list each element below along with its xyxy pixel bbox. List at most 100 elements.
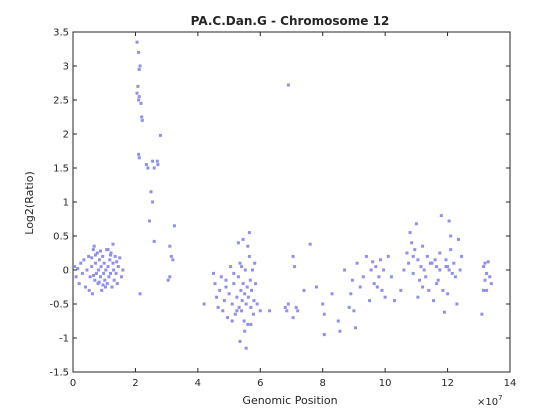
x-axis-exponent-base: ×10 (477, 397, 498, 408)
data-point (252, 299, 256, 303)
data-point (151, 159, 155, 163)
data-point (268, 309, 272, 313)
data-point (221, 309, 225, 313)
data-point (224, 278, 228, 282)
data-point (144, 163, 148, 167)
data-point (103, 278, 107, 282)
data-point (249, 305, 253, 309)
data-point (111, 242, 115, 246)
data-point (236, 275, 240, 279)
data-point (322, 312, 326, 316)
x-axis-exponent-power: 7 (498, 394, 502, 402)
data-point (140, 115, 144, 119)
data-point (80, 271, 84, 275)
data-point (296, 309, 300, 313)
data-point (237, 305, 241, 309)
data-point (76, 267, 80, 271)
data-point (352, 309, 356, 313)
data-point (449, 248, 453, 252)
data-point (435, 282, 439, 286)
data-point (116, 265, 120, 269)
data-point (460, 254, 464, 258)
data-point (455, 302, 459, 306)
data-point (432, 299, 435, 303)
data-point (371, 260, 375, 264)
data-point (322, 333, 326, 337)
data-point (90, 265, 94, 269)
data-point (425, 254, 429, 258)
data-point (369, 268, 373, 272)
data-point (438, 251, 442, 255)
axis-ticks: 0 2 4 6 8 10 12 14 -1.5 -1 -0.5 0 0.5 1 1.5 2 2.5 3 3.5 (49, 28, 516, 390)
data-point (442, 310, 446, 314)
data-point (488, 275, 492, 279)
data-point (355, 261, 359, 265)
data-point (249, 322, 253, 326)
data-point (446, 292, 450, 296)
data-point (171, 258, 175, 262)
data-point (235, 295, 239, 299)
data-point (135, 91, 139, 95)
x-tick-label: 8 (320, 378, 326, 389)
x-axis-label: Genomic Position (242, 394, 337, 407)
data-point (241, 237, 245, 241)
data-point (235, 309, 239, 313)
data-point (99, 265, 103, 269)
data-point (411, 254, 415, 258)
data-point (137, 50, 141, 54)
data-point (414, 222, 418, 226)
data-point (411, 271, 415, 275)
data-point (216, 305, 220, 309)
data-point (457, 237, 460, 241)
data-point (74, 275, 78, 279)
data-point (213, 282, 217, 286)
data-point (156, 163, 160, 167)
data-point (419, 265, 423, 269)
data-point (343, 268, 347, 272)
data-point (238, 339, 242, 343)
data-point (115, 260, 119, 264)
data-point (393, 299, 396, 303)
data-point (246, 295, 250, 299)
data-point (408, 231, 412, 235)
x-tick-label: 4 (195, 378, 201, 389)
x-tick-label: 0 (70, 378, 76, 389)
data-point (447, 219, 451, 223)
data-point (77, 282, 81, 286)
data-point (258, 309, 262, 313)
data-point (109, 271, 112, 275)
data-point (85, 268, 89, 272)
data-point (449, 234, 453, 238)
data-point (441, 288, 445, 292)
data-point (87, 288, 91, 292)
data-point (418, 278, 421, 282)
data-point (315, 285, 318, 289)
y-tick-label: 1.5 (53, 164, 69, 175)
data-point (482, 265, 485, 269)
data-point (106, 265, 110, 269)
data-point (416, 295, 420, 299)
data-point (146, 166, 150, 170)
y-axis-label: Log2(Ratio) (23, 171, 36, 234)
y-tick-label: 2 (63, 130, 69, 141)
data-point (87, 254, 91, 258)
data-point (119, 275, 123, 279)
data-point (73, 265, 77, 269)
data-point (245, 285, 249, 289)
data-point (285, 309, 289, 313)
data-point (413, 248, 417, 252)
data-point (152, 239, 156, 243)
data-point (104, 285, 107, 289)
data-point (450, 271, 454, 275)
data-point (82, 258, 86, 262)
data-point (386, 254, 390, 258)
data-point (483, 278, 487, 282)
data-point (224, 285, 228, 289)
data-point (347, 305, 351, 309)
data-point (138, 292, 142, 296)
y-tick-label: 3.5 (53, 28, 69, 39)
data-point (106, 248, 110, 252)
data-point (240, 265, 244, 269)
data-point (88, 275, 92, 279)
